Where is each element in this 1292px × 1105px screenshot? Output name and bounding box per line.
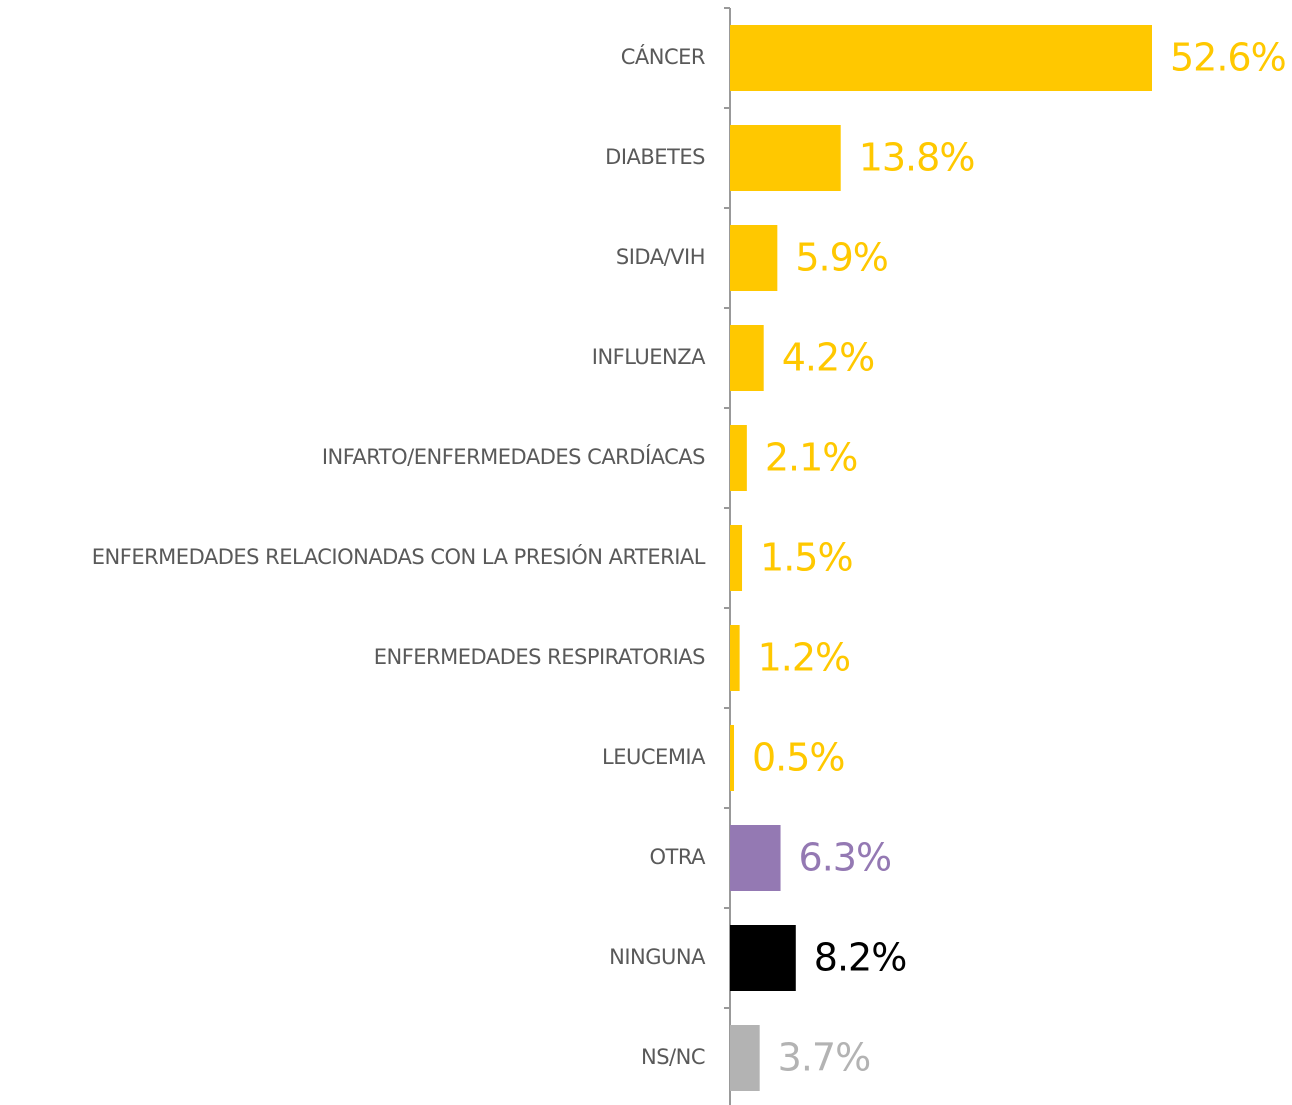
bar [730,525,743,591]
value-label: 1.2% [758,636,851,680]
value-label: 52.6% [1170,36,1286,80]
bar [730,925,796,991]
value-label: 6.3% [799,836,892,880]
value-label: 13.8% [859,136,975,180]
bar [730,325,764,391]
bar [730,25,1152,91]
bar [730,225,778,291]
value-label: 1.5% [760,536,853,580]
value-label: 5.9% [795,236,888,280]
category-label: ENFERMEDADES RELACIONADAS CON LA PRESIÓN… [92,544,706,569]
category-label: OTRA [650,845,707,869]
category-label: INFARTO/ENFERMEDADES CARDÍACAS [322,444,705,469]
category-label: NINGUNA [609,945,706,969]
category-label: SIDA/VIH [616,245,705,269]
bar [730,725,735,791]
category-label: CÁNCER [621,44,705,69]
bar [730,425,747,491]
value-label: 2.1% [765,436,858,480]
bar [730,1025,760,1091]
category-label: INFLUENZA [592,345,706,369]
category-label: DIABETES [605,145,705,169]
value-label: 0.5% [752,736,845,780]
bar [730,825,781,891]
bar [730,125,841,191]
value-label: 8.2% [814,936,907,980]
category-label: ENFERMEDADES RESPIRATORIAS [374,645,705,669]
bar [730,625,740,691]
category-label: LEUCEMIA [602,745,706,769]
category-label: NS/NC [641,1045,705,1069]
value-label: 3.7% [778,1036,871,1080]
value-label: 4.2% [782,336,875,380]
